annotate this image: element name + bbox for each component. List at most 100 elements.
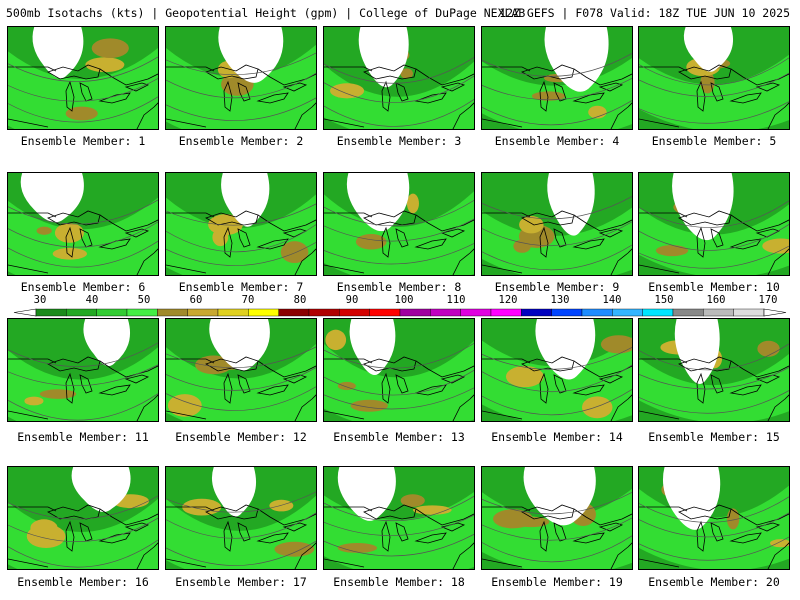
great-lakes-outline xyxy=(440,228,466,238)
wind-band xyxy=(8,498,158,569)
great-lakes-outline xyxy=(539,80,549,112)
great-lakes-outline xyxy=(729,92,762,104)
great-lakes-outline xyxy=(205,356,259,372)
height-contour xyxy=(324,342,474,369)
great-lakes-outline xyxy=(237,522,251,542)
height-contour xyxy=(166,97,316,121)
jet-core xyxy=(24,396,44,406)
height-contour xyxy=(8,56,158,82)
colorbar-tick-label: 80 xyxy=(293,294,307,306)
height-contour xyxy=(8,78,158,102)
colorbar-scale xyxy=(13,308,787,317)
height-contour xyxy=(8,342,158,367)
member-caption: Ensemble Member: 8 xyxy=(336,280,462,294)
colorbar-tick-label: 170 xyxy=(758,294,778,306)
member-caption: Ensemble Member: 14 xyxy=(491,430,623,444)
colorbar-swatch xyxy=(612,308,643,317)
colorbar-tick-label: 120 xyxy=(498,294,518,306)
height-contour xyxy=(324,98,474,127)
calm-region xyxy=(32,27,84,79)
great-lakes-outline xyxy=(755,374,781,384)
great-lakes-outline xyxy=(395,82,409,102)
jet-core xyxy=(274,541,315,557)
great-lakes-outline xyxy=(124,522,150,532)
run-valid-time: 12Z GEFS | F078 Valid: 18Z TUE JUN 10 20… xyxy=(499,6,790,20)
colorbar-swatch xyxy=(248,308,279,317)
member-map-8 xyxy=(323,172,475,276)
great-lakes-outline xyxy=(65,80,75,112)
member-caption: Ensemble Member: 19 xyxy=(491,575,623,589)
height-contour xyxy=(324,199,474,227)
member-map-16 xyxy=(7,466,159,570)
height-contour xyxy=(324,75,474,103)
colorbar-tick-label: 150 xyxy=(654,294,674,306)
great-lakes-outline xyxy=(256,238,289,250)
great-lakes-outline xyxy=(223,226,233,258)
height-contour xyxy=(8,539,158,568)
border-line xyxy=(166,102,316,129)
height-contour xyxy=(166,346,316,369)
jet-core xyxy=(655,245,689,257)
colorbar-min-arrow xyxy=(13,308,37,317)
colorbar-tick-label: 110 xyxy=(446,294,466,306)
height-contour xyxy=(324,218,474,242)
border-line xyxy=(324,102,474,129)
height-contour xyxy=(482,388,632,416)
isotach-map xyxy=(482,27,632,129)
colorbar-swatch xyxy=(521,308,552,317)
height-contour xyxy=(482,221,632,247)
great-lakes-outline xyxy=(237,228,251,248)
great-lakes-outline xyxy=(395,522,409,542)
jet-core xyxy=(757,340,780,357)
colorbar-tick-label: 100 xyxy=(394,294,414,306)
great-lakes-outline xyxy=(572,238,605,250)
great-lakes-outline xyxy=(65,520,75,552)
great-lakes-outline xyxy=(414,238,447,250)
height-contour xyxy=(482,100,632,126)
border-line xyxy=(482,506,632,526)
great-lakes-outline xyxy=(553,374,567,394)
height-contour xyxy=(166,224,316,253)
colorbar-swatch xyxy=(399,308,431,317)
border-line xyxy=(8,542,158,569)
member-map-18 xyxy=(323,466,475,570)
member-caption: Ensemble Member: 15 xyxy=(648,430,780,444)
height-contour xyxy=(639,366,789,390)
great-lakes-outline xyxy=(696,372,706,404)
colorbar-swatch xyxy=(217,308,249,317)
colorbar-swatch xyxy=(551,308,583,317)
member-map-6 xyxy=(7,172,159,276)
colorbar-swatch xyxy=(35,308,67,317)
border-line xyxy=(324,66,474,86)
colorbar-swatch xyxy=(66,308,97,317)
height-contour xyxy=(482,491,632,515)
height-contour xyxy=(8,495,158,520)
border-line xyxy=(482,66,632,86)
height-contour xyxy=(639,223,789,251)
height-contour xyxy=(639,200,789,228)
jet-core xyxy=(280,241,309,264)
member-caption: Ensemble Member: 17 xyxy=(175,575,307,589)
jet-core xyxy=(600,335,632,354)
colorbar-swatch xyxy=(460,308,492,317)
jet-core xyxy=(512,516,550,528)
colorbar-swatch xyxy=(672,308,704,317)
height-contour xyxy=(166,367,316,391)
border-line xyxy=(482,212,632,232)
great-lakes-outline xyxy=(79,374,93,394)
isotach-map xyxy=(324,173,474,275)
calm-region xyxy=(83,319,131,367)
great-lakes-outline xyxy=(553,82,567,102)
member-caption: Ensemble Member: 20 xyxy=(648,575,780,589)
great-lakes-outline xyxy=(79,82,93,102)
colorbar-swatch xyxy=(490,308,522,317)
great-lakes-outline xyxy=(282,374,308,384)
height-contour xyxy=(324,514,474,536)
jet-core xyxy=(91,38,129,59)
calm-region xyxy=(211,467,257,517)
wind-band xyxy=(324,61,474,129)
great-lakes-outline xyxy=(729,532,762,544)
great-lakes-outline xyxy=(79,228,93,248)
great-lakes-outline xyxy=(414,92,447,104)
great-lakes-outline xyxy=(678,210,732,226)
